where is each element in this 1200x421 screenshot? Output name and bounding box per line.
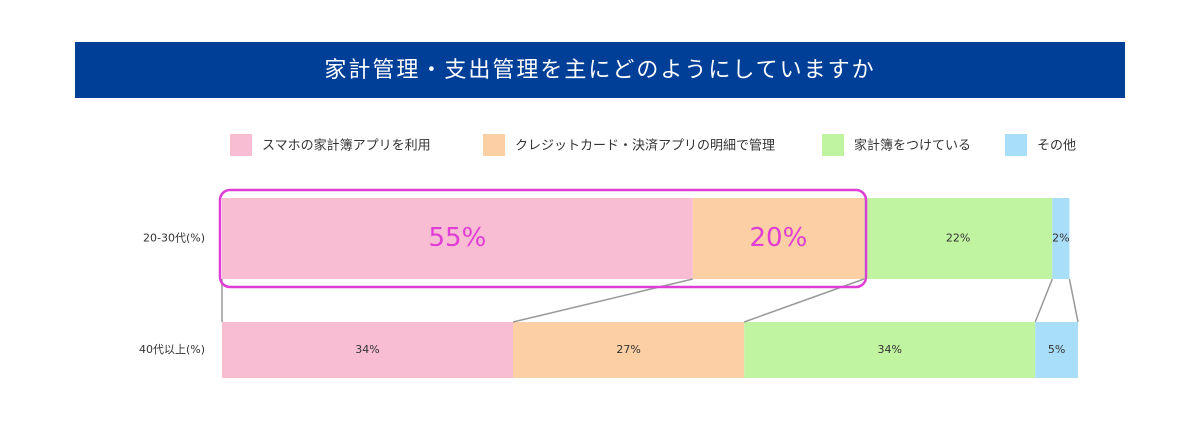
data-label: 20% (750, 223, 808, 253)
data-label: 55% (429, 223, 487, 253)
chart-title: 家計管理・支出管理を主にどのようにしていますか (324, 58, 875, 83)
legend-swatch (822, 134, 844, 156)
highlight-box (218, 188, 868, 289)
legend-swatch (1005, 134, 1027, 156)
bar-segment (222, 198, 693, 279)
data-label: 34% (355, 343, 379, 356)
bar-segment (864, 198, 1053, 279)
legend-label: その他 (1037, 139, 1076, 154)
bar-segment (513, 322, 745, 378)
data-label: 22% (946, 232, 970, 245)
legend-swatch (483, 134, 505, 156)
legend-label: クレジットカード・決済アプリの明細で管理 (515, 138, 775, 154)
data-label: 2% (1052, 232, 1069, 245)
title-banner (75, 42, 1125, 98)
y-tick-label: 40代以上(%) (139, 343, 205, 356)
bar-segment (744, 322, 1036, 378)
data-label: 5% (1048, 343, 1065, 356)
legend-swatch (230, 134, 252, 156)
data-label: 34% (877, 343, 901, 356)
bar-segment (1035, 322, 1078, 378)
connector (512, 278, 693, 323)
legend-label: スマホの家計簿アプリを利用 (262, 138, 431, 154)
legend-label: 家計簿をつけている (854, 138, 971, 154)
bar-segment (222, 322, 514, 378)
bar-segment (692, 198, 864, 279)
data-label: 27% (616, 343, 640, 356)
connector (1034, 278, 1054, 323)
y-tick-label: 20-30代(%) (143, 232, 205, 245)
bar-segment (1052, 198, 1070, 279)
connector (743, 278, 865, 323)
connector (1068, 278, 1079, 323)
